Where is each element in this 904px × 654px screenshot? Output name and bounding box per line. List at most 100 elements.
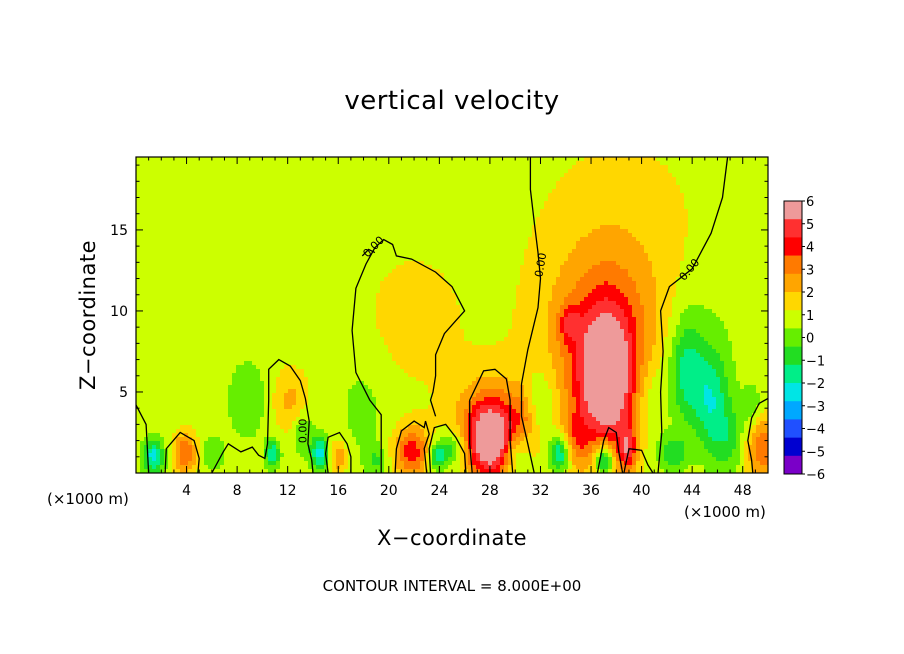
heatmap-cell [216,225,221,230]
heatmap-cell [316,201,321,206]
heatmap-cell [384,193,389,198]
heatmap-cell [336,225,341,230]
heatmap-cell [536,157,541,162]
heatmap-cell [472,181,477,186]
heatmap-cell [568,189,573,194]
heatmap-cell [400,249,405,254]
heatmap-cell [668,229,673,234]
heatmap-cell [740,249,745,254]
heatmap-cell [572,229,577,234]
heatmap-cell [392,225,397,230]
heatmap-cell [216,241,221,246]
heatmap-cell [376,193,381,198]
heatmap-cell [308,225,313,230]
heatmap-cell [336,277,341,282]
heatmap-cell [224,273,229,278]
heatmap-cell [240,189,245,194]
heatmap-cell [532,261,537,266]
heatmap-cell [148,193,153,198]
heatmap-cell [732,237,737,242]
heatmap-cell [320,165,325,170]
heatmap-cell [604,165,609,170]
heatmap-cell [160,201,165,206]
heatmap-cell [436,233,441,238]
heatmap-cell [344,261,349,266]
heatmap-cell [184,249,189,254]
heatmap-cell [280,241,285,246]
heatmap-cell [592,249,597,254]
heatmap-cell [288,245,293,250]
heatmap-cell [428,253,433,258]
heatmap-cell [608,209,613,214]
heatmap-cell [196,161,201,166]
heatmap-cell [528,201,533,206]
heatmap-cell [172,229,177,234]
heatmap-cell [484,249,489,254]
heatmap-cell [216,177,221,182]
heatmap-cell [544,177,549,182]
heatmap-cell [352,161,357,166]
heatmap-cell [180,241,185,246]
heatmap-cell [664,193,669,198]
heatmap-cell [724,269,729,274]
heatmap-cell [168,225,173,230]
heatmap-cell [256,245,261,250]
heatmap-cell [200,157,205,162]
heatmap-cell [584,173,589,178]
heatmap-cell [668,161,673,166]
heatmap-cell [188,221,193,226]
heatmap-cell [188,257,193,262]
heatmap-cell [388,269,393,274]
heatmap-cell [252,217,257,222]
heatmap-cell [652,273,657,278]
heatmap-cell [232,245,237,250]
heatmap-cell [580,237,585,242]
heatmap-cell [624,261,629,266]
heatmap-cell [284,261,289,266]
heatmap-cell [252,181,257,186]
heatmap-cell [624,265,629,270]
heatmap-cell [572,269,577,274]
heatmap-cell [432,193,437,198]
heatmap-cell [424,193,429,198]
heatmap-cell [348,225,353,230]
heatmap-cell [244,225,249,230]
heatmap-cell [348,273,353,278]
heatmap-cell [172,257,177,262]
heatmap-cell [400,225,405,230]
heatmap-cell [556,205,561,210]
heatmap-cell [196,269,201,274]
heatmap-cell [272,265,277,270]
heatmap-cell [180,185,185,190]
heatmap-cell [248,161,253,166]
heatmap-cell [512,265,517,270]
heatmap-cell [340,217,345,222]
heatmap-cell [700,229,705,234]
heatmap-cell [348,269,353,274]
heatmap-cell [732,205,737,210]
heatmap-cell [464,233,469,238]
heatmap-cell [452,249,457,254]
heatmap-cell [508,209,513,214]
heatmap-cell [424,157,429,162]
heatmap-cell [540,185,545,190]
heatmap-cell [712,181,717,186]
heatmap-cell [312,169,317,174]
heatmap-cell [292,265,297,270]
heatmap-cell [468,249,473,254]
heatmap-cell [560,261,565,266]
heatmap-cell [620,237,625,242]
heatmap-cell [616,229,621,234]
heatmap-cell [616,249,621,254]
heatmap-cell [424,185,429,190]
heatmap-cell [664,237,669,242]
heatmap-cell [344,201,349,206]
heatmap-cell [188,205,193,210]
heatmap-cell [616,241,621,246]
heatmap-cell [416,229,421,234]
heatmap-cell [532,181,537,186]
heatmap-cell [592,257,597,262]
heatmap-cell [160,225,165,230]
heatmap-cell [552,185,557,190]
heatmap-cell [328,169,333,174]
